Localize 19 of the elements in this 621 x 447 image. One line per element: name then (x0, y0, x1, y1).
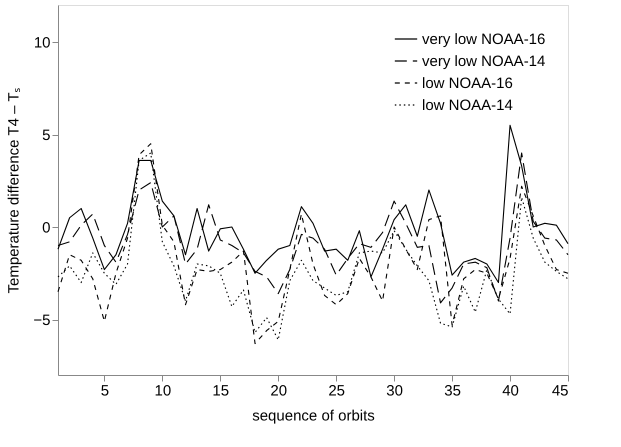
y-tick-label: −5 (33, 312, 50, 329)
legend-label: low NOAA-16 (422, 75, 513, 92)
x-axis-title: sequence of orbits (252, 408, 375, 424)
x-tick-label: 25 (328, 382, 346, 400)
x-tick-label: 35 (444, 382, 461, 400)
x-tick-label: 20 (270, 382, 288, 400)
x-tick-label: 10 (154, 382, 172, 400)
legend-label: very low NOAA-16 (422, 31, 546, 48)
x-tick-label: 40 (502, 382, 519, 400)
y-tick-label: 10 (34, 34, 50, 52)
y-tick-label: 0 (42, 220, 50, 236)
y-tick-label: 5 (42, 127, 50, 144)
x-tick-label: 5 (100, 382, 110, 400)
x-tick-label: 45 (552, 382, 568, 400)
y-axis-title: Temperature difference T4 – Tₛ (5, 88, 22, 294)
x-tick-label: 30 (386, 382, 403, 400)
x-tick-label: 15 (212, 382, 230, 400)
legend-label: low NOAA-14 (422, 97, 513, 114)
legend-label: very low NOAA-14 (422, 53, 546, 70)
